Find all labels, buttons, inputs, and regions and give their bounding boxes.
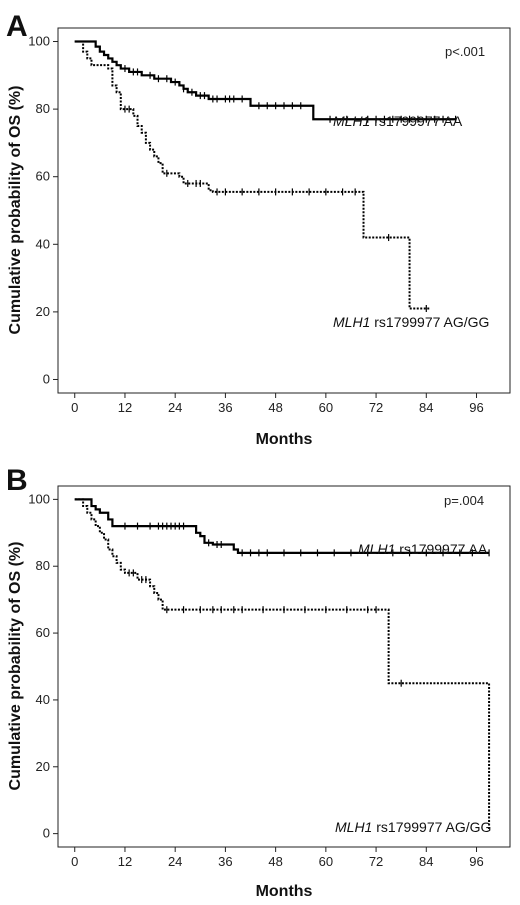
- series-label-gene: MLH1: [358, 541, 395, 557]
- series-label-variant: rs1799977 AG/GG: [372, 819, 491, 835]
- series-label-variant: rs1799977 AA: [370, 113, 463, 129]
- series-label-b-aggg: MLH1 rs1799977 AG/GG: [335, 819, 491, 835]
- x-axis-title-a: Months: [256, 431, 313, 448]
- y-tick-label: 80: [36, 558, 50, 573]
- panel-b: B p=.004 Cumulative probability of OS (%…: [6, 464, 511, 900]
- x-tick-label: 12: [118, 854, 132, 869]
- survival-curve-aa: [74, 498, 490, 554]
- x-tick-label: 36: [218, 400, 232, 415]
- series-label-a-aa: MLH1 rs1799977 AA: [333, 113, 463, 129]
- y-tick-label: 0: [43, 826, 50, 841]
- x-tick-label: 72: [369, 854, 383, 869]
- series-label-b-aa: MLH1 rs1799977 AA: [358, 541, 488, 557]
- series-label-variant: rs1799977 AG/GG: [370, 314, 489, 330]
- x-tick-label: 12: [118, 400, 132, 415]
- x-tick-label: 0: [71, 854, 78, 869]
- x-tick-label: 48: [268, 854, 282, 869]
- ticks-b: 0 12 24 36 48 60 72 84 96 0 20 40 60 80 100: [28, 491, 483, 869]
- x-tick-label: 24: [168, 400, 182, 415]
- y-tick-label: 40: [36, 236, 50, 251]
- y-tick-label: 80: [36, 101, 50, 116]
- x-tick-label: 0: [71, 400, 78, 415]
- x-tick-label: 24: [168, 854, 182, 869]
- survival-curve-aggg: [74, 498, 491, 831]
- x-tick-label: 96: [469, 854, 483, 869]
- plot-frame-b: [57, 485, 511, 848]
- series-label-variant: rs1799977 AA: [395, 541, 488, 557]
- x-axis-title-b: Months: [256, 883, 313, 900]
- panel-letter-b: B: [6, 464, 28, 497]
- series-label-gene: MLH1: [335, 819, 372, 835]
- y-tick-label: 60: [36, 169, 50, 184]
- p-value-b: p=.004: [444, 493, 484, 508]
- y-tick-label: 20: [36, 304, 50, 319]
- curves-b: [74, 498, 491, 831]
- series-label-gene: MLH1: [333, 314, 370, 330]
- y-tick-label: 100: [28, 34, 50, 49]
- survival-curve-aggg: [74, 40, 431, 310]
- y-tick-label: 20: [36, 759, 50, 774]
- plot-frame-a: [57, 27, 511, 394]
- y-tick-label: 100: [28, 491, 50, 506]
- panel-a: A p<.001 Cumulative probability of OS (%…: [6, 10, 511, 448]
- series-label-a-aggg: MLH1 rs1799977 AG/GG: [333, 314, 489, 330]
- survival-curve-aa: [74, 40, 456, 121]
- p-value-a: p<.001: [445, 44, 485, 59]
- curves-a: [74, 40, 457, 313]
- x-tick-label: 36: [218, 854, 232, 869]
- x-tick-label: 96: [469, 400, 483, 415]
- x-tick-label: 48: [268, 400, 282, 415]
- y-tick-label: 40: [36, 692, 50, 707]
- y-tick-label: 60: [36, 625, 50, 640]
- x-tick-label: 72: [369, 400, 383, 415]
- ticks-a: 0 12 24 36 48 60 72 84 96 0 20 40 60 80 100: [28, 34, 483, 415]
- x-tick-label: 60: [319, 854, 333, 869]
- y-axis-title-a: Cumulative probability of OS (%): [7, 86, 24, 335]
- series-label-gene: MLH1: [333, 113, 370, 129]
- y-tick-label: 0: [43, 371, 50, 386]
- x-tick-label: 84: [419, 854, 433, 869]
- y-axis-title-b: Cumulative probability of OS (%): [7, 542, 24, 791]
- x-tick-label: 60: [319, 400, 333, 415]
- x-tick-label: 84: [419, 400, 433, 415]
- panel-letter-a: A: [6, 10, 28, 43]
